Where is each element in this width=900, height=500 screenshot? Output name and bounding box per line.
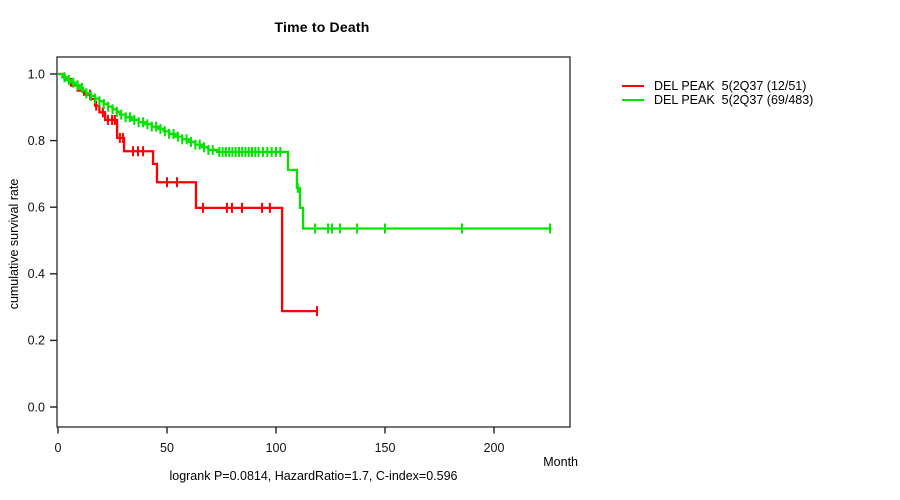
legend-label-group2: DEL PEAK 5(2Q37 (69/483) — [654, 93, 814, 107]
legend-line-green — [622, 99, 644, 101]
legend-item-group2: DEL PEAK 5(2Q37 (69/483) — [622, 93, 813, 107]
y-tick-label: 0.6 — [28, 201, 45, 215]
legend-label-group1: DEL PEAK 5(2Q37 (12/51) — [654, 79, 807, 93]
y-tick-label: 0.2 — [28, 334, 45, 348]
legend-line-red — [622, 85, 644, 87]
legend: DEL PEAK 5(2Q37 (12/51) DEL PEAK 5(2Q37 … — [622, 79, 813, 107]
y-axis-label: cumulative survival rate — [7, 178, 21, 310]
y-tick-label: 1.0 — [28, 67, 45, 81]
plot-box — [56, 56, 571, 428]
y-tick-label: 0.4 — [28, 267, 45, 281]
stats-annotation: logrank P=0.0814, HazardRatio=1.7, C-ind… — [169, 469, 458, 483]
x-tick-label: 200 — [484, 441, 505, 455]
legend-item-group1: DEL PEAK 5(2Q37 (12/51) — [622, 79, 813, 93]
x-tick-label: 100 — [266, 441, 287, 455]
x-axis-label: Month — [543, 455, 578, 469]
y-tick-label: 0.0 — [28, 400, 45, 414]
chart-title: Time to Death — [274, 19, 370, 35]
x-tick-label: 150 — [375, 441, 396, 455]
x-tick-label: 50 — [160, 441, 174, 455]
x-tick-label: 0 — [55, 441, 62, 455]
y-tick-label: 0.8 — [28, 134, 45, 148]
